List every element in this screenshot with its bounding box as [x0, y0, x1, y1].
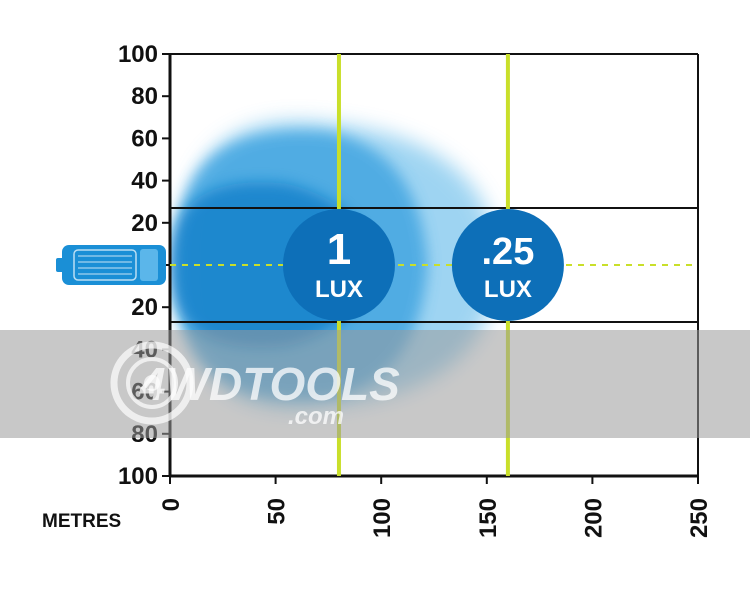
x-tick-label: 150 [475, 498, 502, 538]
vehicle-icon [56, 245, 166, 285]
vehicle-hood [140, 249, 158, 281]
lux-badge-0 [282, 209, 395, 321]
y-tick-label: 80 [131, 83, 158, 110]
y-tick-label: 100 [118, 41, 158, 68]
watermark: 4WDTOOLS .com [0, 330, 750, 438]
x-tick-label: 250 [686, 498, 713, 538]
x-axis-label: METRES [42, 511, 121, 532]
x-tick-label: 100 [369, 498, 396, 538]
y-tick-label: 20 [131, 210, 158, 237]
watermark-domain: .com [288, 403, 344, 430]
lux-value-1: .25 [482, 231, 535, 273]
vehicle-roof [73, 249, 137, 281]
tyre-icon [110, 341, 194, 425]
lux-unit-0: LUX [315, 276, 363, 303]
vehicle-spare [56, 258, 65, 272]
plot-frame [168, 53, 699, 478]
x-tick-label: 0 [158, 498, 185, 511]
x-axis-ticks: 0 50 100 150 200 250 [158, 476, 713, 538]
watermark-text: 4WDTOOLS [139, 358, 400, 410]
y-tick-label: 100 [118, 463, 158, 490]
x-tick-label: 50 [264, 498, 291, 525]
y-tick-label: 20 [131, 294, 158, 321]
lux-badge-1 [451, 209, 564, 321]
lux-value-0: 1 [327, 225, 351, 274]
y-tick-label: 60 [131, 125, 158, 152]
lux-unit-1: LUX [484, 276, 532, 303]
y-tick-label: 40 [131, 168, 158, 195]
x-tick-label: 200 [580, 498, 607, 538]
watermark-band [0, 330, 750, 438]
